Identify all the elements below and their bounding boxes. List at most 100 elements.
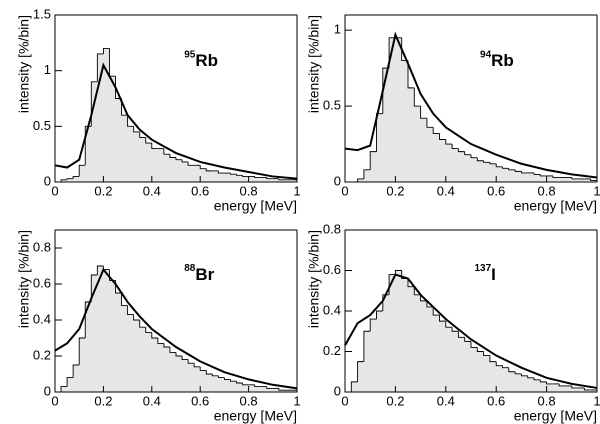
- histogram-bar: [584, 389, 591, 392]
- histogram-bar: [194, 165, 201, 182]
- fit-curve: [344, 31, 598, 179]
- histogram-step: [151, 143, 158, 150]
- histogram-step: [181, 356, 189, 361]
- histogram-step: [502, 365, 509, 369]
- histogram-bar: [121, 115, 128, 182]
- histogram-step: [489, 162, 497, 165]
- histogram-step: [533, 377, 541, 381]
- histogram-bar: [79, 165, 86, 182]
- histogram-step: [242, 383, 249, 386]
- histogram-step: [451, 144, 459, 150]
- histogram-bar: [103, 48, 110, 183]
- histogram-bar: [133, 320, 140, 392]
- histogram-step: [205, 370, 213, 375]
- histogram-step: [242, 175, 249, 177]
- histogram-bar: [139, 327, 146, 392]
- histogram-step: [181, 159, 189, 163]
- histogram-bar: [278, 179, 285, 182]
- histogram-bar: [477, 160, 484, 182]
- histogram-bar: [260, 177, 267, 182]
- histogram-bar: [212, 375, 219, 392]
- isotope-symbol: Br: [195, 265, 214, 284]
- histogram-bar: [290, 390, 297, 392]
- histogram-bar: [248, 384, 255, 392]
- histogram-step: [357, 178, 364, 182]
- y-tick-label: 0.6: [323, 262, 341, 277]
- histogram-step: [175, 352, 183, 357]
- histogram-bar: [496, 166, 503, 182]
- histogram-step: [590, 178, 597, 181]
- histogram-bar: [188, 363, 195, 392]
- histogram-step: [199, 165, 207, 170]
- histogram-step: [278, 388, 285, 391]
- histogram-step: [60, 386, 68, 392]
- histogram-bar: [439, 321, 446, 392]
- histogram-step: [508, 168, 516, 171]
- histogram-step: [426, 300, 434, 308]
- histogram-step: [157, 338, 164, 344]
- histogram-bar: [534, 174, 541, 182]
- histogram-bar: [540, 381, 547, 392]
- histogram-step: [121, 293, 128, 307]
- histogram-bar: [578, 178, 585, 182]
- histogram-bar: [133, 131, 140, 182]
- histogram-step: [350, 381, 358, 392]
- histogram-step: [127, 115, 134, 127]
- x-tick-label: 0.2: [386, 183, 404, 198]
- histogram-step: [96, 265, 104, 275]
- histogram-step: [476, 157, 484, 162]
- histogram-step: [388, 37, 396, 69]
- y-tick-label: 0.6: [33, 275, 51, 290]
- histogram-bar: [420, 300, 427, 392]
- histogram-step: [102, 266, 110, 271]
- x-tick-label: 0.8: [240, 393, 258, 408]
- histogram-step: [520, 171, 528, 174]
- histogram-bar: [420, 118, 427, 182]
- histogram-bar: [157, 343, 164, 392]
- histogram-step: [72, 175, 80, 179]
- histogram-bar: [382, 294, 390, 392]
- histogram-step: [420, 294, 427, 302]
- x-tick-label: 0.6: [191, 183, 209, 198]
- histogram-bar: [471, 157, 478, 182]
- histogram-bar: [212, 170, 219, 182]
- fit-curve: [344, 273, 598, 389]
- histogram-bar: [73, 176, 80, 182]
- histogram-bar: [477, 351, 484, 392]
- y-axis-label: intensity [%/bin]: [16, 230, 32, 328]
- histogram-step: [432, 306, 440, 316]
- histogram-bar: [236, 383, 243, 392]
- histogram-bar: [91, 81, 98, 182]
- histogram-step: [483, 160, 490, 163]
- histogram-bar: [230, 381, 237, 392]
- x-axis-label: energy [MeV]: [514, 198, 597, 214]
- histogram-bar: [67, 377, 74, 392]
- histogram-step: [217, 170, 225, 174]
- x-tick-label: 0.2: [94, 183, 112, 198]
- histogram-step: [502, 166, 509, 169]
- x-tick-label: 0.8: [538, 393, 556, 408]
- histogram-bar: [182, 161, 189, 182]
- histogram-bar: [351, 381, 358, 392]
- histogram-step: [376, 310, 383, 320]
- histogram-bar: [115, 293, 122, 392]
- x-tick-label: 0: [341, 393, 348, 408]
- histogram-step: [527, 375, 534, 379]
- histogram-bar: [61, 179, 68, 182]
- y-tick-label: 0: [334, 383, 341, 398]
- histogram-bar: [483, 355, 490, 392]
- histogram-bar: [439, 139, 446, 182]
- histogram-bar: [521, 375, 528, 392]
- histogram-bar: [426, 306, 434, 392]
- histogram-bar: [200, 168, 207, 182]
- histogram-step: [514, 371, 522, 375]
- histogram-bar: [109, 76, 116, 182]
- histogram-step: [495, 361, 503, 367]
- histogram-step: [376, 113, 383, 152]
- histogram-bar: [85, 126, 92, 182]
- histogram-bar: [67, 178, 74, 182]
- histogram-bar: [73, 365, 80, 392]
- histogram-bar: [389, 37, 396, 182]
- histogram-bar: [445, 144, 453, 182]
- isotope-symbol: I: [491, 265, 496, 284]
